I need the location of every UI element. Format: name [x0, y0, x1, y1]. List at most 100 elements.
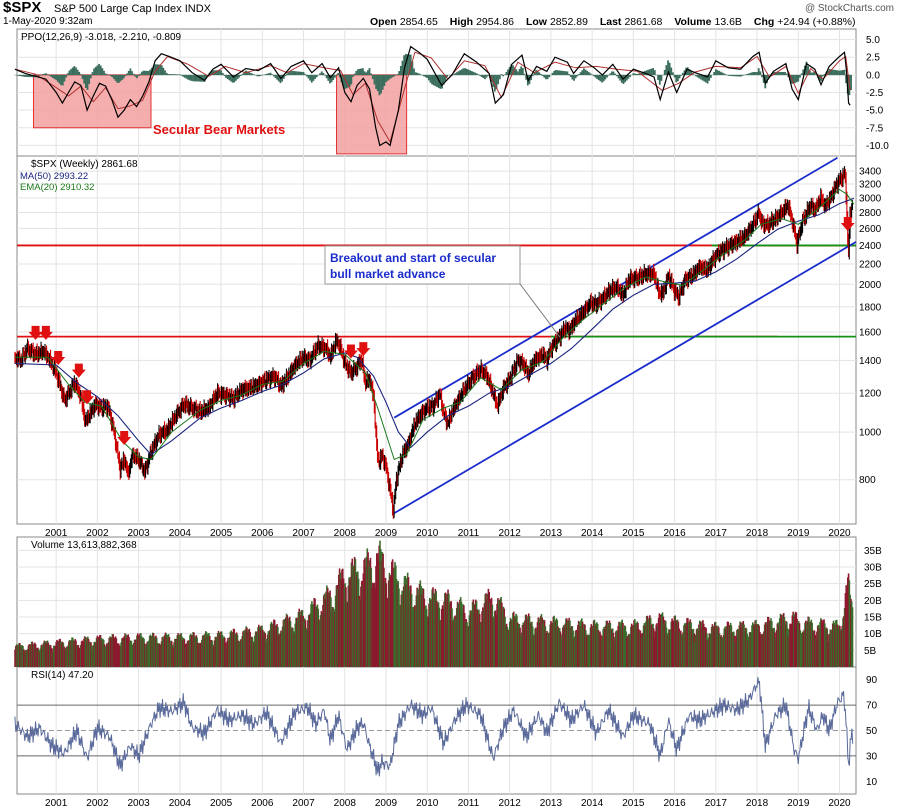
ppo-histogram-bar [794, 74, 796, 84]
ppo-histogram-bar [183, 74, 186, 78]
ppo-histogram-bar [751, 72, 754, 76]
ppo-histogram-bar [185, 74, 188, 79]
ppo-histogram-bar [607, 74, 610, 76]
ppo-histogram-bar [708, 74, 711, 81]
price-x-tick-label: 2005 [210, 528, 233, 539]
ppo-histogram-bar [193, 74, 196, 82]
ppo-histogram-bar [797, 74, 800, 82]
ppo-histogram-bar [162, 67, 165, 76]
ppo-histogram-bar [619, 74, 622, 81]
ppo-histogram-bar [648, 69, 651, 76]
ppo-histogram-bar [236, 74, 239, 80]
ppo-histogram-bar [474, 72, 476, 76]
rsi-x-tick-label: 2018 [746, 798, 769, 809]
ppo-histogram-bar [441, 74, 443, 89]
ppo-tick-label: 5.0 [866, 35, 880, 46]
ppo-histogram-bar [103, 70, 105, 76]
last-value: 2861.68 [624, 16, 663, 28]
ppo-histogram-bar [784, 72, 786, 76]
rsi-x-tick-label: 2019 [787, 798, 810, 809]
ppo-histogram-bar [721, 72, 724, 76]
rsi-x-tick-label: 2016 [663, 798, 686, 809]
ppo-histogram-bar [141, 71, 143, 76]
volume-label: Volume [674, 16, 712, 28]
ppo-histogram-bar [823, 74, 826, 76]
ppo-histogram-bar [66, 73, 69, 76]
rsi-tick-label: 30 [866, 751, 878, 762]
sell-arrow [80, 390, 95, 405]
ppo-histogram-bar [380, 74, 382, 94]
ppo-tick-label: 2.5 [866, 53, 880, 64]
ppo-histogram-bar [551, 72, 554, 76]
rsi-x-tick-label: 2017 [705, 798, 728, 809]
ppo-histogram-bar [177, 74, 180, 76]
ppo-histogram-bar [586, 70, 589, 76]
ppo-histogram-bar [665, 65, 668, 76]
ppo-histogram-bar [482, 74, 485, 79]
ppo-histogram-bar [493, 74, 496, 92]
ppo-histogram-bar [390, 74, 392, 79]
sell-arrow [356, 342, 371, 357]
ppo-histogram-bar [431, 74, 434, 85]
ppo-histogram-bar [157, 64, 160, 76]
ppo-histogram-bar [296, 71, 298, 76]
ppo-histogram-bar [23, 74, 26, 77]
ppo-histogram-bar [578, 74, 580, 76]
ppo-histogram-bar [169, 74, 171, 76]
ppo-histogram-bar [836, 70, 839, 76]
ppo-histogram-bar [205, 74, 208, 79]
ppo-histogram-bar [446, 74, 448, 78]
price-x-tick-label: 2004 [169, 528, 192, 539]
ppo-histogram-bar [312, 74, 315, 81]
ppo-histogram-bar [129, 68, 132, 76]
ppo-histogram-bar [343, 74, 346, 90]
ppo-histogram-bar [485, 74, 488, 78]
ppo-histogram-bar [202, 74, 204, 82]
ppo-histogram-bar [347, 74, 349, 88]
ppo-histogram-bar [530, 74, 533, 81]
ppo-histogram-bar [599, 74, 602, 82]
rsi-x-tick-label: 2009 [375, 798, 398, 809]
low-label: Low [525, 16, 547, 28]
ppo-histogram-bar [752, 72, 755, 76]
ppo-histogram-bar [286, 73, 288, 76]
ppo-histogram-bar [464, 68, 467, 76]
volume-tick-label: 35B [864, 546, 882, 557]
quote-date: 1-May-2020 9:32am [3, 16, 93, 27]
ppo-histogram-bar [658, 74, 661, 85]
ppo-histogram-bar [683, 70, 686, 76]
ppo-histogram-bar [299, 71, 302, 76]
ppo-histogram-bar [101, 68, 104, 76]
ppo-histogram-bar [403, 55, 406, 76]
ppo-histogram-bar [573, 74, 575, 81]
ppo-histogram-bar [126, 73, 128, 76]
ppo-histogram-bar [533, 72, 536, 76]
ppo-histogram-bar [243, 72, 246, 76]
ppo-histogram-bar [391, 74, 394, 78]
ppo-histogram-bar [808, 70, 811, 76]
chart-header: $SPX S&P 500 Large Cap Index INDX 1-May-… [0, 0, 900, 30]
ppo-histogram-bar [165, 72, 168, 76]
price-x-tick-label: 2020 [828, 528, 851, 539]
ppo-histogram-bar [734, 74, 737, 77]
ppo-histogram-bar [810, 72, 813, 76]
ppo-histogram-bar [472, 71, 475, 76]
ppo-histogram-bar [653, 70, 656, 76]
ppo-histogram-bar [657, 74, 660, 80]
ppo-histogram-bar [256, 74, 259, 77]
ppo-histogram-bar [300, 71, 303, 76]
ppo-histogram-bar [553, 70, 556, 76]
ppo-histogram-bar [357, 69, 359, 76]
ppo-line [14, 45, 851, 147]
ppo-histogram-bar [800, 73, 803, 76]
ppo-histogram-bar [807, 66, 810, 76]
volume-tick-label: 30B [864, 563, 882, 574]
ppo-histogram-bar [228, 74, 231, 81]
ppo-histogram-bar [444, 74, 447, 81]
ppo-histogram-bar [495, 74, 498, 90]
ppo-histogram-bar [507, 69, 509, 76]
ppo-histogram-bar [484, 74, 486, 80]
ppo-histogram-bar [779, 71, 782, 76]
ppo-histogram-bar [747, 73, 750, 76]
ppo-histogram-bar [602, 74, 605, 82]
